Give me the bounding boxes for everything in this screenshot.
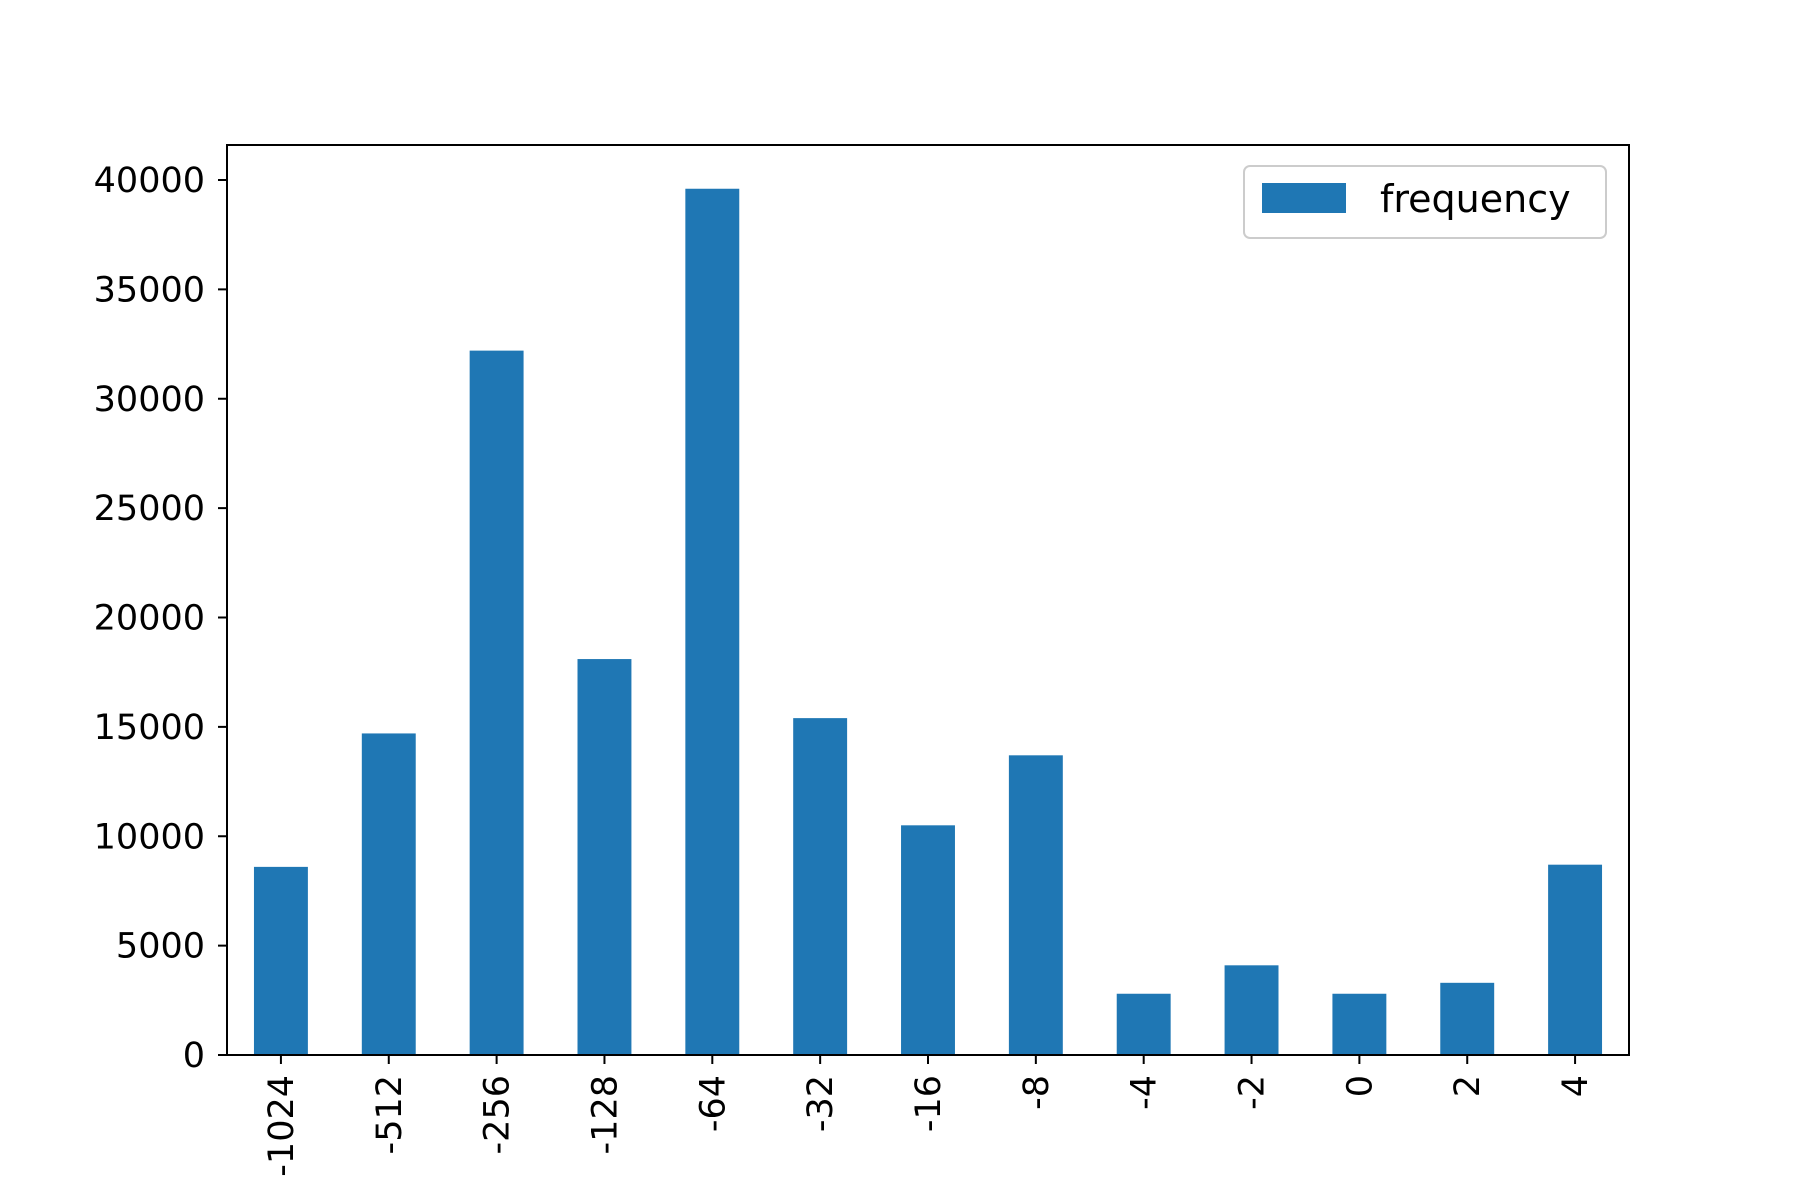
bar--4: [1116, 993, 1171, 1055]
y-tick-label: 0: [183, 1036, 205, 1076]
y-axis-ticks: 0 5000 10000 15000 20000 25000 30000 35000 40000: [94, 161, 227, 1076]
bar--128: [577, 659, 632, 1055]
y-tick-label: 20000: [94, 599, 205, 639]
y-tick-label: 30000: [94, 380, 205, 420]
legend: frequency: [1243, 165, 1607, 239]
x-tick-label: -128: [585, 1075, 625, 1154]
x-tick-label: 2: [1448, 1075, 1488, 1097]
bar--8: [1008, 755, 1063, 1055]
y-tick-label: 40000: [94, 161, 205, 201]
x-tick-label: -32: [801, 1075, 841, 1132]
x-tick-label: -1024: [262, 1075, 302, 1177]
x-tick-label: -512: [370, 1075, 410, 1154]
bar--32: [793, 718, 848, 1055]
x-tick-label: -4: [1125, 1075, 1165, 1110]
bar--16: [901, 825, 955, 1055]
x-tick-label: -8: [1017, 1075, 1057, 1110]
x-tick-label: 0: [1340, 1075, 1380, 1097]
legend-label: frequency: [1380, 177, 1571, 221]
axes-frame: [226, 144, 1630, 1056]
y-tick-label: 35000: [94, 270, 205, 310]
y-tick-label: 15000: [94, 708, 205, 748]
bar-0: [1332, 993, 1387, 1055]
bar-2: [1440, 982, 1495, 1055]
bar--2: [1224, 965, 1279, 1055]
bar--512: [361, 733, 416, 1055]
x-tick-label: 4: [1556, 1075, 1596, 1097]
bar--1024: [253, 866, 308, 1055]
legend-swatch: [1262, 183, 1346, 213]
x-tick-label: -64: [693, 1075, 733, 1132]
y-tick-label: 25000: [94, 489, 205, 529]
bar-4: [1548, 864, 1603, 1055]
x-axis-ticks: -1024 -512 -256 -128 -64 -32 -16 -8 -4 -2 0 2 4: [262, 1055, 1596, 1177]
y-tick-label: 10000: [94, 817, 205, 857]
bar--64: [685, 188, 740, 1055]
x-tick-label: -256: [478, 1075, 518, 1154]
x-tick-label: -2: [1233, 1075, 1273, 1110]
x-tick-label: -16: [909, 1075, 949, 1132]
bar--256: [469, 350, 524, 1055]
bars: [253, 188, 1603, 1055]
y-tick-label: 5000: [116, 927, 205, 967]
